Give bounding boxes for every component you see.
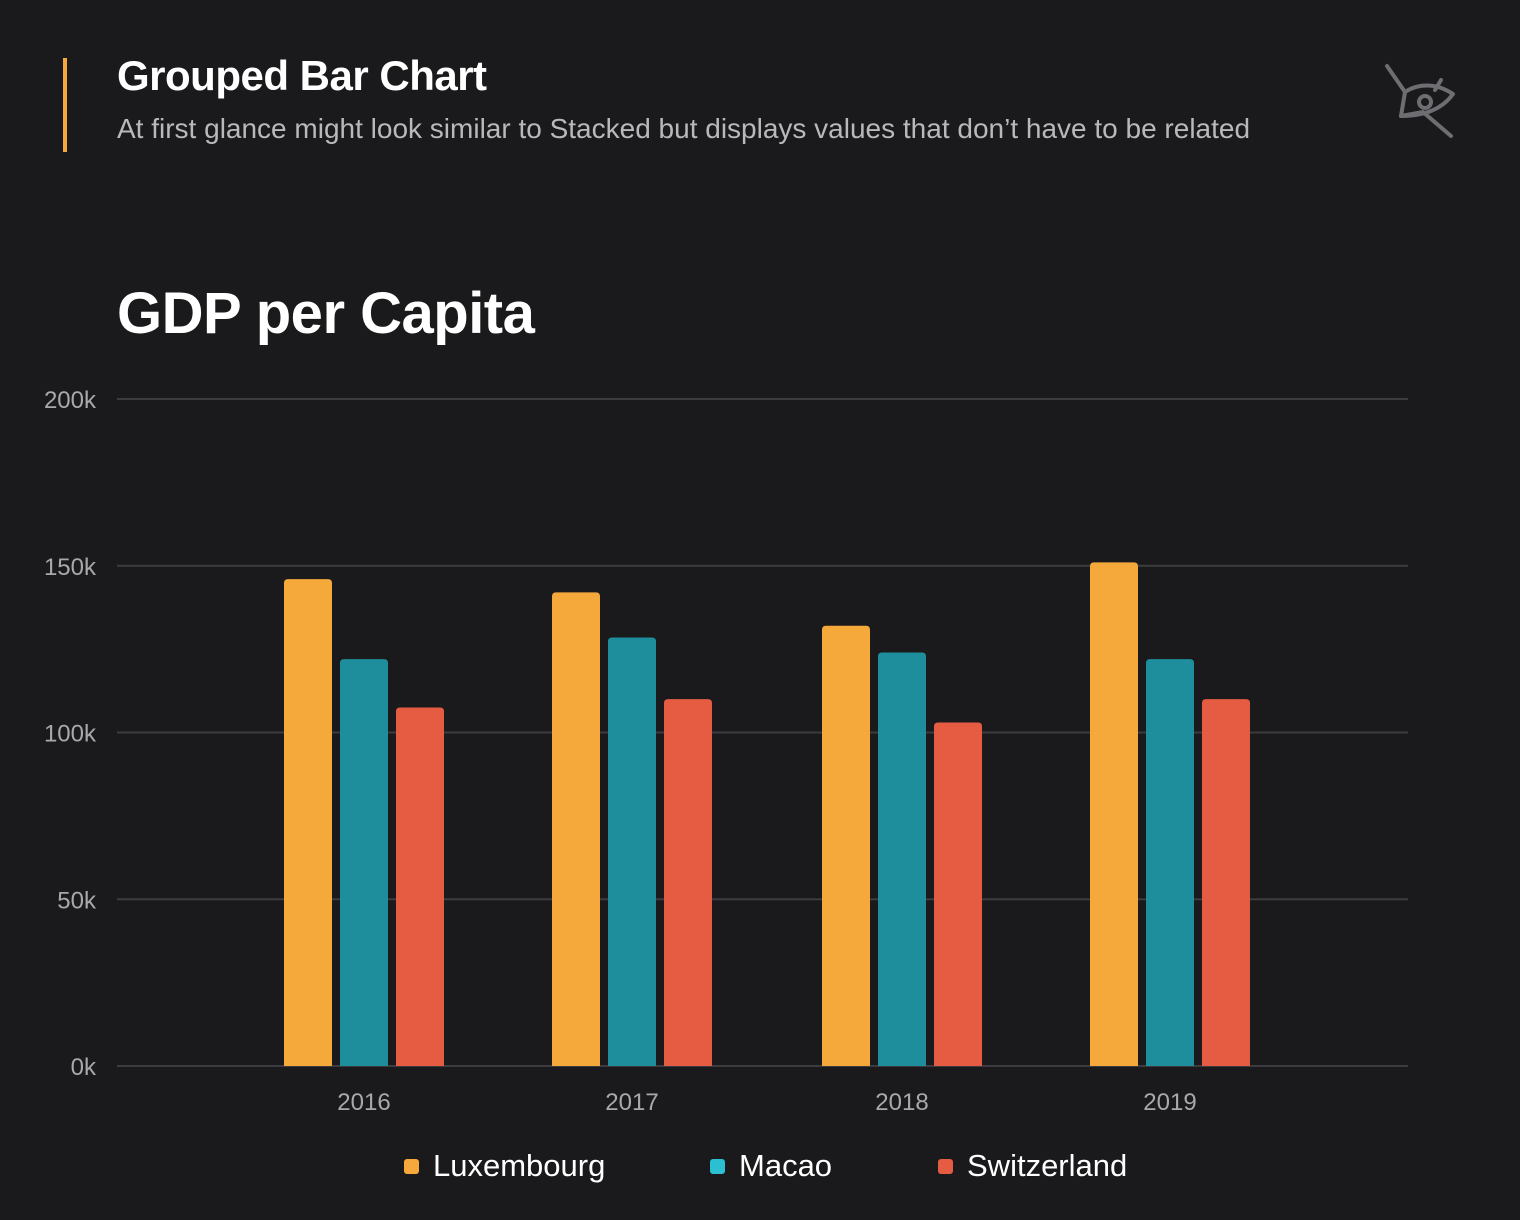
chart-title: GDP per Capita bbox=[117, 281, 535, 346]
legend-swatch-switzerland bbox=[938, 1158, 953, 1174]
x-tick-label-2019: 2019 bbox=[1143, 1089, 1196, 1116]
bar-switzerland-2016 bbox=[396, 707, 444, 1066]
bar-macao-2017 bbox=[608, 637, 656, 1066]
bar-switzerland-2018 bbox=[934, 722, 982, 1066]
bar-switzerland-2017 bbox=[664, 699, 712, 1066]
bar-luxembourg-2017 bbox=[552, 592, 600, 1066]
legend-item-switzerland: Switzerland bbox=[938, 1146, 1127, 1186]
bar-luxembourg-2018 bbox=[822, 625, 870, 1066]
bar-switzerland-2019 bbox=[1202, 699, 1250, 1066]
header-accent-bar bbox=[63, 58, 67, 152]
y-tick-label: 150k bbox=[44, 554, 97, 581]
legend-item-macao: Macao bbox=[710, 1146, 832, 1186]
chart-legend: Luxembourg Macao Switzerland bbox=[0, 1146, 1520, 1186]
bar-macao-2019 bbox=[1146, 659, 1194, 1066]
bar-luxembourg-2016 bbox=[284, 579, 332, 1066]
y-tick-label: 100k bbox=[44, 721, 97, 748]
bar-macao-2018 bbox=[878, 652, 926, 1066]
y-tick-label: 50k bbox=[57, 887, 97, 914]
y-tick-label: 0k bbox=[71, 1054, 97, 1081]
page-subtitle: At first glance might look similar to St… bbox=[117, 113, 1251, 144]
legend-label-switzerland: Switzerland bbox=[967, 1148, 1128, 1183]
legend-label-luxembourg: Luxembourg bbox=[433, 1148, 606, 1183]
legend-label-macao: Macao bbox=[739, 1148, 833, 1183]
x-tick-label-2017: 2017 bbox=[605, 1089, 658, 1116]
bar-luxembourg-2019 bbox=[1090, 562, 1138, 1066]
legend-item-luxembourg: Luxembourg bbox=[404, 1146, 605, 1186]
x-tick-label-2018: 2018 bbox=[875, 1089, 928, 1116]
page-title: Grouped Bar Chart bbox=[117, 52, 487, 99]
bar-macao-2016 bbox=[340, 659, 388, 1066]
legend-swatch-luxembourg bbox=[404, 1158, 419, 1174]
x-tick-label-2016: 2016 bbox=[337, 1089, 390, 1116]
legend-swatch-macao bbox=[710, 1158, 725, 1174]
eye-logo-icon bbox=[1385, 64, 1455, 138]
y-tick-label: 200k bbox=[44, 387, 97, 414]
